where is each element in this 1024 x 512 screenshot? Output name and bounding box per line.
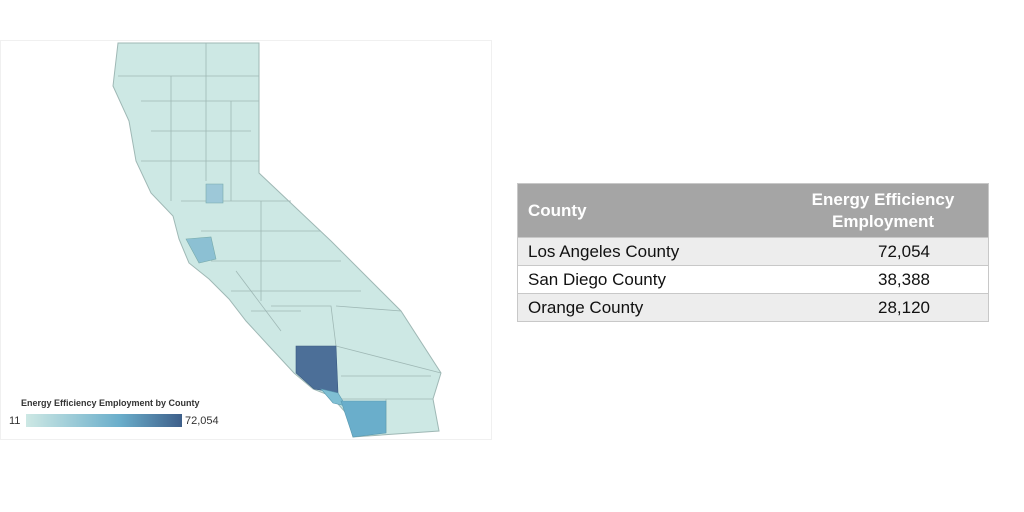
legend-min: 11 [9,415,20,427]
county-bay-area [185,236,217,264]
legend-gradient [26,414,182,427]
county-los-angeles [295,345,339,394]
california-map: Energy Efficiency Employment by County 1… [9,42,442,438]
table-row: San Diego County 38,388 [517,265,989,294]
column-header: Energy Efficiency Employment [778,183,989,238]
state-outline [112,42,442,438]
value-cell: 72,054 [778,237,989,266]
table-row: Los Angeles County 72,054 [517,237,989,266]
value-cell: 38,388 [778,265,989,294]
county-table: County Energy Efficiency Employment Los … [517,183,989,322]
county-cell: San Diego County [517,265,778,294]
value-cell: 28,120 [778,293,989,322]
county-cell: Los Angeles County [517,237,778,266]
table-row: Orange County 28,120 [517,293,989,322]
county-lines [118,43,442,433]
column-header: County [517,183,778,238]
header-row: County Energy Efficiency Employment [517,183,989,238]
map-panel: Energy Efficiency Employment by County 1… [0,40,492,440]
county-san-diego [340,400,387,438]
county-sacramento [205,183,224,204]
county-cell: Orange County [517,293,778,322]
legend-title: Energy Efficiency Employment by County [21,398,200,408]
legend-max: 72,054 [185,415,219,427]
table-body: Los Angeles County 72,054 San Diego County… [517,237,989,322]
